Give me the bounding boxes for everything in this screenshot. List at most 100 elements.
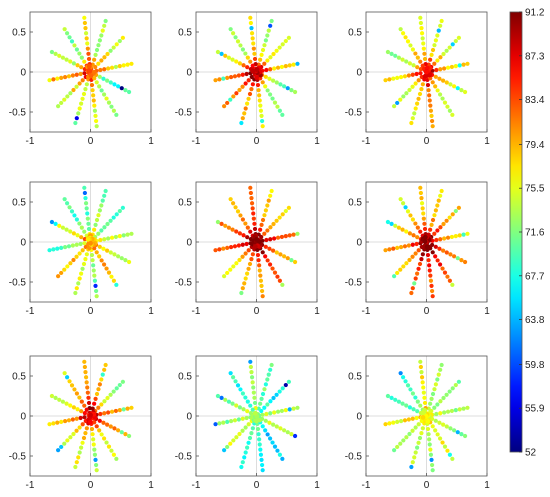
data-point [237, 231, 242, 236]
data-point [453, 38, 458, 44]
data-point [457, 63, 462, 68]
data-point [444, 218, 449, 223]
data-point [433, 254, 438, 259]
data-point [114, 282, 119, 287]
data-point [263, 84, 268, 89]
data-point [243, 450, 248, 455]
data-point [223, 53, 228, 58]
data-point [447, 452, 452, 457]
data-point [116, 428, 121, 433]
data-point [415, 409, 420, 414]
data-point [243, 106, 248, 111]
data-point [79, 271, 84, 276]
data-point [240, 47, 246, 52]
data-point [256, 88, 261, 93]
data-point [445, 448, 450, 453]
data-point [82, 410, 87, 416]
y-tick-label: -0.5 [9, 278, 27, 289]
data-point [278, 82, 283, 87]
data-point [79, 55, 84, 60]
data-point [442, 270, 448, 275]
data-point [249, 257, 254, 262]
data-point [249, 370, 254, 375]
data-point [83, 257, 88, 262]
data-point [280, 112, 285, 117]
data-point [405, 383, 411, 388]
data-point [426, 432, 431, 437]
data-point [410, 460, 415, 465]
x-tick-label: 0 [88, 480, 94, 491]
data-point [102, 55, 107, 60]
data-point [421, 46, 426, 51]
data-point [71, 61, 76, 66]
x-tick-label: 1 [484, 306, 490, 317]
data-point [234, 59, 239, 64]
data-point [425, 419, 431, 425]
data-point [117, 208, 122, 214]
data-point [424, 244, 430, 250]
data-point [55, 246, 60, 251]
data-point [101, 246, 106, 251]
data-point [426, 62, 431, 67]
data-point [462, 433, 468, 439]
data-point [419, 257, 424, 262]
data-point [239, 290, 244, 296]
data-point [88, 240, 93, 246]
y-tick-label: -0.5 [175, 278, 193, 289]
data-point [410, 242, 415, 247]
data-point [430, 124, 435, 129]
data-point [263, 254, 268, 259]
data-point [455, 430, 460, 435]
data-point [413, 395, 418, 400]
data-point [456, 379, 461, 384]
data-point [407, 61, 412, 66]
data-point [77, 395, 82, 400]
data-point [104, 440, 109, 445]
data-point [275, 409, 281, 414]
data-point [410, 47, 416, 52]
data-point [226, 55, 231, 60]
data-point [68, 229, 73, 234]
data-point [429, 52, 434, 57]
data-point [121, 407, 126, 412]
data-point [77, 251, 82, 256]
data-point [99, 33, 104, 38]
data-point [237, 87, 242, 93]
data-point [62, 74, 68, 80]
data-point [222, 448, 227, 453]
data-point [462, 259, 468, 265]
data-point [420, 410, 426, 416]
data-point [72, 387, 77, 392]
data-point [461, 232, 466, 237]
data-point [215, 219, 221, 225]
data-point [102, 67, 107, 72]
data-point [60, 55, 65, 60]
data-point [405, 39, 411, 44]
data-point [465, 61, 470, 66]
data-point [410, 254, 415, 259]
data-point [432, 405, 437, 410]
data-point [420, 415, 426, 420]
data-point [459, 432, 464, 437]
data-point [240, 242, 245, 247]
x-tick-label: -1 [26, 136, 35, 147]
panel-r3c1: -1 0 1 0.5 0 -0.5 [9, 355, 154, 491]
data-point [68, 91, 73, 96]
data-point [74, 242, 79, 247]
data-point [435, 203, 440, 208]
data-point [457, 233, 462, 238]
data-point [292, 433, 298, 439]
x-tick-label: 1 [148, 136, 154, 147]
data-point [114, 42, 119, 47]
data-point [215, 49, 221, 55]
data-point [228, 441, 233, 446]
data-point [433, 244, 438, 249]
data-point [225, 444, 230, 450]
y-tick-label: 0.5 [348, 28, 362, 39]
data-point [129, 405, 134, 410]
data-point [225, 75, 230, 80]
data-point [59, 444, 64, 450]
data-point [452, 84, 457, 89]
data-point [421, 41, 426, 46]
